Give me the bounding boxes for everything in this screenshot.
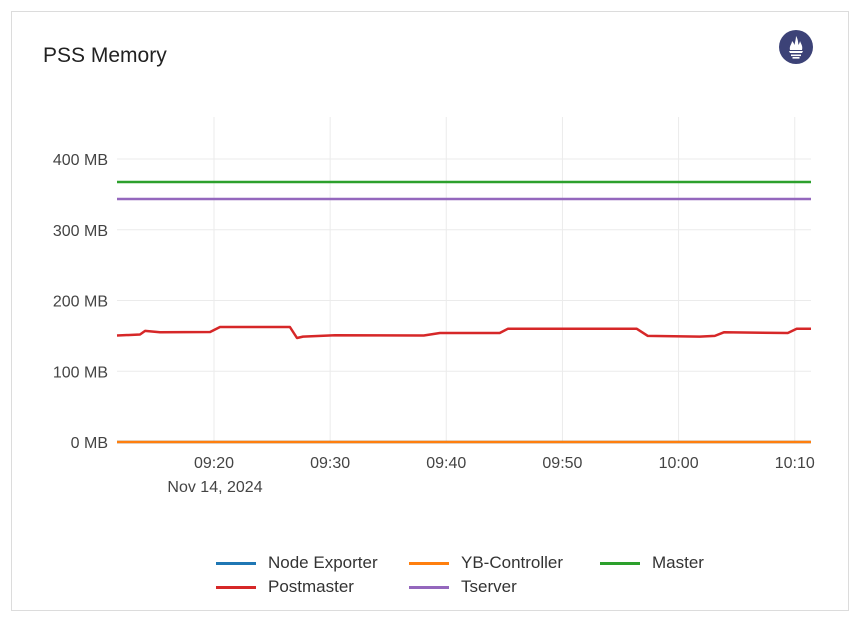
y-axis: 0 MB 100 MB 200 MB 300 MB 400 MB bbox=[53, 152, 108, 452]
prometheus-icon bbox=[779, 30, 813, 64]
x-tick-label: 09:50 bbox=[542, 455, 582, 472]
series-line-postmaster bbox=[116, 325, 811, 340]
y-tick-label: 200 MB bbox=[53, 294, 108, 311]
y-tick-label: 0 MB bbox=[71, 435, 108, 452]
x-tick-label: 09:30 bbox=[310, 455, 350, 472]
legend-label: Master bbox=[652, 553, 704, 572]
legend-swatch bbox=[409, 585, 449, 589]
x-axis: 09:20 09:30 09:40 09:50 10:00 10:10 bbox=[117, 441, 815, 472]
y-tick-label: 100 MB bbox=[53, 364, 108, 381]
x-tick-label: 10:10 bbox=[775, 455, 815, 472]
legend-label: Tserver bbox=[461, 577, 517, 596]
x-tick-label: 09:20 bbox=[194, 455, 234, 472]
legend-swatch bbox=[216, 585, 256, 589]
legend-item-node-exporter[interactable]: Node Exporter bbox=[216, 551, 378, 575]
legend-label: YB-Controller bbox=[461, 553, 564, 572]
y-tick-label: 400 MB bbox=[53, 152, 108, 169]
legend-item-postmaster[interactable]: Postmaster bbox=[216, 575, 354, 599]
legend-label: Postmaster bbox=[268, 577, 354, 596]
legend-item-tserver[interactable]: Tserver bbox=[409, 575, 517, 599]
panel-card bbox=[11, 11, 849, 611]
x-tick-label: 09:40 bbox=[426, 455, 466, 472]
panel-title: PSS Memory bbox=[43, 44, 167, 67]
legend-swatch bbox=[409, 561, 449, 565]
x-date-label: Nov 14, 2024 bbox=[167, 479, 262, 496]
legend-item-yb-controller[interactable]: YB-Controller bbox=[409, 551, 563, 575]
y-tick-label: 300 MB bbox=[53, 223, 108, 240]
x-tick-label: 10:00 bbox=[659, 455, 699, 472]
legend-label: Node Exporter bbox=[268, 553, 378, 572]
legend-item-master[interactable]: Master bbox=[600, 551, 704, 575]
legend-swatch bbox=[600, 561, 640, 565]
legend-swatch bbox=[216, 561, 256, 565]
series-lines bbox=[116, 180, 811, 444]
grid bbox=[117, 117, 811, 442]
